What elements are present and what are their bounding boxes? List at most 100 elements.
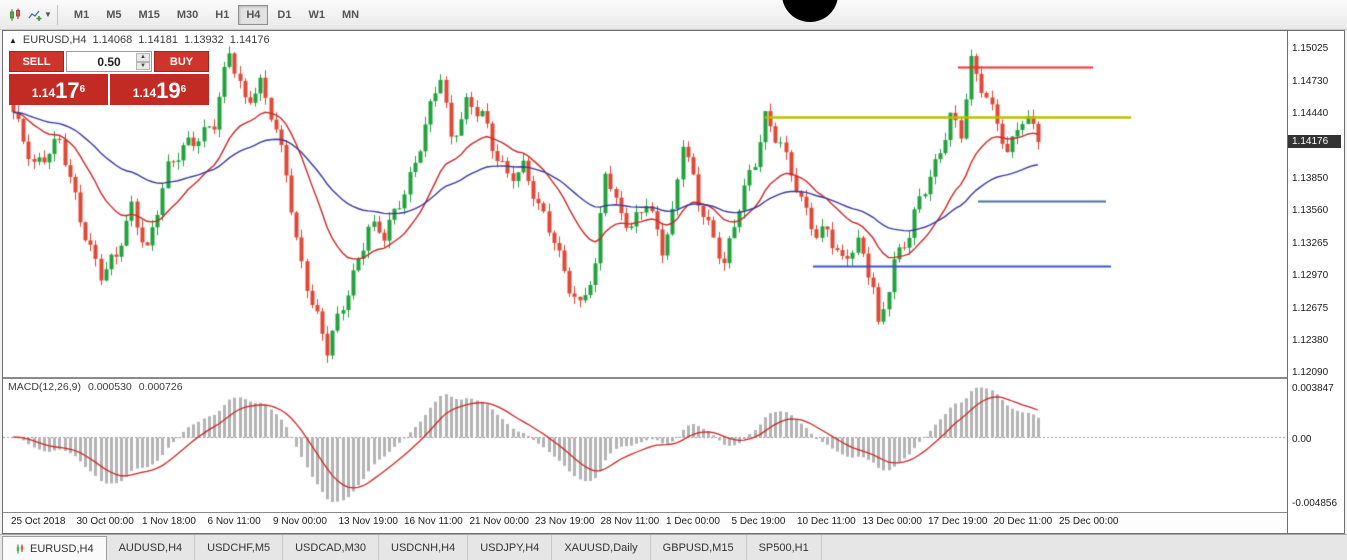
tab-xauusd-daily[interactable]: XAUUSD,Daily [552, 535, 651, 560]
tab-label: USDCHF,M5 [207, 541, 271, 554]
volume-down-button[interactable]: ▼ [136, 61, 150, 70]
tab-sp500-h1[interactable]: SP500,H1 [747, 535, 822, 560]
time-axis-label: 30 Oct 00:00 [76, 516, 134, 527]
indicators-icon-button[interactable]: ▼ [27, 4, 53, 26]
tab-label: USDCNH,H4 [391, 541, 456, 554]
macd-axis-label: -0.004856 [1292, 498, 1338, 510]
sell-button[interactable]: SELL [9, 51, 64, 72]
ohlc-low: 1.13932 [184, 34, 224, 46]
macd-panel[interactable]: MACD(12,26,9) 0.000530 0.000726 [3, 379, 1287, 513]
black-circle-overlay [782, 0, 838, 22]
price-axis-label: 1.15025 [1292, 43, 1329, 55]
chart-tabs-bar: EURUSD,H4 AUDUSD,H4 USDCHF,M5 USDCAD,M30 USD… [0, 534, 1347, 560]
buy-price-prefix: 1.14 [132, 86, 157, 100]
macd-canvas[interactable] [3, 379, 1287, 512]
tab-audusd-h4[interactable]: AUDUSD,H4 [107, 535, 196, 560]
chevron-down-icon: ▼ [44, 10, 52, 19]
sell-price-prefix: 1.14 [31, 86, 56, 100]
tab-label: AUDUSD,H4 [118, 541, 183, 554]
price-axis-label: 1.13265 [1292, 237, 1329, 249]
macd-header: MACD(12,26,9) 0.000530 0.000726 [8, 381, 183, 393]
price-axis-label: 1.13850 [1292, 172, 1329, 184]
price-chart-panel[interactable]: ▲ EURUSD,H4 1.14068 1.14181 1.13932 1.14… [3, 31, 1287, 379]
price-axis-label: 1.13560 [1292, 204, 1329, 216]
chart-symbol-label: EURUSD,H4 [22, 34, 87, 46]
timeframe-button-H1[interactable]: H1 [207, 5, 237, 25]
buy-price-pipette: 6 [180, 84, 187, 95]
timeframe-button-W1[interactable]: W1 [300, 5, 333, 25]
plot-column: ▲ EURUSD,H4 1.14068 1.14181 1.13932 1.14… [3, 31, 1287, 533]
time-axis-label: 20 Dec 11:00 [993, 516, 1053, 527]
price-axis-label: 1.12675 [1292, 302, 1329, 314]
tab-label: SP500,H1 [758, 541, 809, 554]
price-axis-label: 1.12090 [1292, 367, 1329, 379]
macd-label: MACD(12,26,9) [8, 381, 81, 393]
price-axis-label: 1.14730 [1292, 75, 1329, 87]
volume-spinner[interactable]: 0.50 ▲ ▼ [66, 51, 152, 72]
chart-container: ▲ EURUSD,H4 1.14068 1.14181 1.13932 1.14… [2, 30, 1345, 534]
toolbar-separator [56, 4, 58, 25]
time-axis-label: 1 Nov 18:00 [142, 516, 196, 527]
chart-title: ▲ EURUSD,H4 1.14068 1.14181 1.13932 1.14… [9, 34, 270, 46]
ohlc-high: 1.14181 [138, 34, 179, 46]
time-axis-label: 6 Nov 11:00 [207, 516, 261, 527]
price-axis-label: 1.12970 [1292, 270, 1329, 282]
time-axis-label: 16 Nov 11:00 [404, 516, 463, 527]
candlestick-chart-icon [10, 8, 20, 21]
price-axis-label: 1.12380 [1292, 335, 1329, 347]
time-axis[interactable]: 25 Oct 2018 30 Oct 00:00 1 Nov 18:00 6 Nov … [3, 513, 1287, 532]
timeframe-button-M15[interactable]: M15 [130, 5, 167, 25]
timeframe-button-M1[interactable]: M1 [66, 5, 97, 25]
current-price-tag: 1.14176 [1288, 134, 1341, 148]
timeframe-button-MN[interactable]: MN [334, 5, 367, 25]
macd-axis-label: 0.003847 [1292, 383, 1334, 395]
sell-price-display[interactable]: 1.14 17 6 [9, 74, 108, 105]
timeframe-button-M5[interactable]: M5 [98, 5, 129, 25]
price-axis-label: 1.14440 [1292, 107, 1329, 119]
tab-usdcad-m30[interactable]: USDCAD,M30 [283, 535, 380, 560]
time-axis-label: 28 Nov 11:00 [600, 516, 660, 527]
time-axis-label: 25 Oct 2018 [11, 516, 66, 527]
timeframe-button-M30[interactable]: M30 [169, 5, 206, 25]
price-axis[interactable]: 1.15025 1.14730 1.14440 1.13850 1.13560 1.132… [1287, 31, 1344, 533]
collapse-arrow-icon[interactable]: ▲ [9, 35, 17, 45]
time-axis-label: 17 Dec 19:00 [928, 516, 988, 527]
tab-chart-icon [16, 544, 24, 553]
tab-usdcnh-h4[interactable]: USDCNH,H4 [379, 535, 469, 560]
sell-price-big-digits: 17 [55, 78, 80, 103]
time-axis-label: 5 Dec 19:00 [731, 516, 786, 527]
tab-usdjpy-h4[interactable]: USDJPY,H4 [468, 535, 553, 560]
buy-price-big-digits: 19 [156, 78, 181, 103]
volume-value: 0.50 [97, 54, 121, 69]
buy-button[interactable]: BUY [154, 51, 209, 72]
macd-signal-value: 0.000726 [138, 381, 183, 393]
timeframe-buttons: M1 M5 M15 M30 H1 H4 D1 W1 MN [66, 4, 367, 25]
candlestick-canvas[interactable] [3, 31, 1287, 377]
tab-gbpusd-m15[interactable]: GBPUSD,M15 [651, 535, 747, 560]
toolbar: ▼ M1 M5 M15 M30 H1 H4 D1 W1 MN [0, 0, 1347, 30]
macd-main-value: 0.000530 [87, 381, 132, 393]
timeframe-button-H4[interactable]: H4 [238, 4, 269, 25]
tab-label: USDCAD,M30 [295, 541, 367, 554]
tab-label: EURUSD,H4 [30, 542, 94, 555]
time-axis-label: 13 Dec 00:00 [862, 516, 923, 527]
tab-usdchf-m5[interactable]: USDCHF,M5 [195, 535, 284, 560]
ohlc-open: 1.14068 [92, 34, 133, 46]
time-axis-label: 10 Dec 11:00 [797, 516, 856, 527]
chart-type-icon-button[interactable] [3, 4, 27, 26]
time-axis-label: 23 Nov 19:00 [535, 516, 595, 527]
indicators-icon [28, 10, 42, 21]
time-axis-label: 25 Dec 00:00 [1059, 516, 1119, 527]
timeframe-button-D1[interactable]: D1 [269, 5, 299, 25]
sell-price-pipette: 6 [79, 84, 86, 95]
time-axis-label: 9 Nov 00:00 [273, 516, 327, 527]
tab-label: GBPUSD,M15 [662, 541, 734, 554]
buy-price-display[interactable]: 1.14 19 6 [110, 74, 209, 105]
time-axis-label: 21 Nov 00:00 [469, 516, 530, 527]
time-axis-label: 13 Nov 19:00 [338, 516, 399, 527]
tab-eurusd-h4[interactable]: EURUSD,H4 [2, 536, 107, 560]
tab-label: XAUUSD,Daily [564, 541, 638, 554]
volume-spin-controls: ▲ ▼ [136, 53, 150, 70]
volume-up-button[interactable]: ▲ [136, 53, 150, 62]
